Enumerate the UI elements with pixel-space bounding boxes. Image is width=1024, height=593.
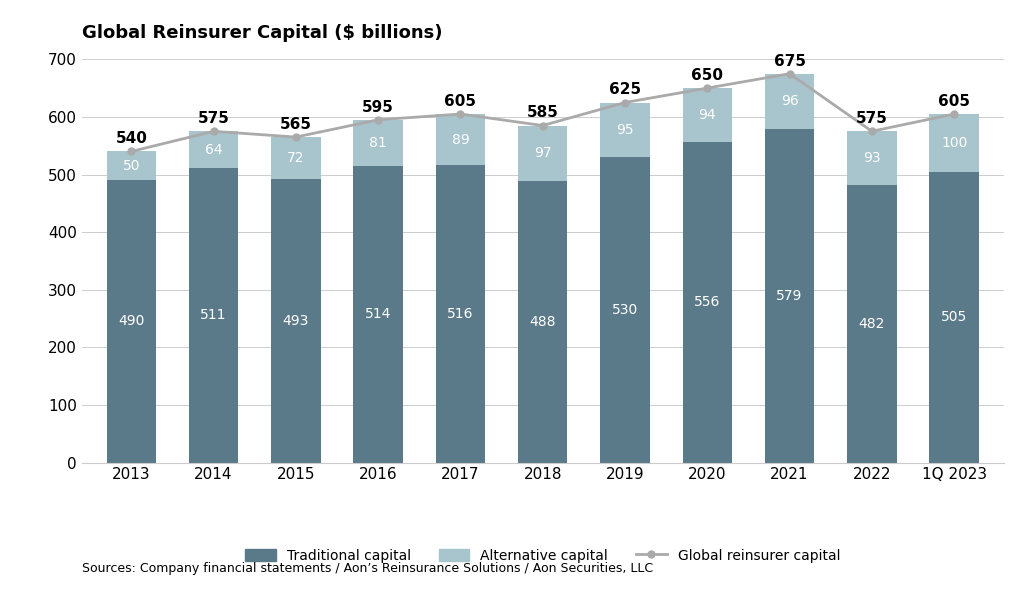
- Text: Global Reinsurer Capital ($ billions): Global Reinsurer Capital ($ billions): [82, 24, 442, 42]
- Text: 585: 585: [526, 106, 559, 120]
- Text: 100: 100: [941, 136, 968, 150]
- Text: 493: 493: [283, 314, 309, 327]
- Text: 488: 488: [529, 315, 556, 329]
- Text: 81: 81: [370, 136, 387, 150]
- Text: 72: 72: [287, 151, 304, 165]
- Bar: [518, 181, 567, 463]
- Text: 50: 50: [123, 159, 140, 173]
- Text: 64: 64: [205, 143, 222, 157]
- Text: 540: 540: [116, 131, 147, 146]
- Bar: [436, 114, 485, 165]
- Text: 605: 605: [938, 94, 970, 109]
- Text: 530: 530: [612, 303, 638, 317]
- Text: 595: 595: [362, 100, 394, 114]
- Bar: [106, 151, 156, 180]
- Bar: [847, 131, 897, 185]
- Bar: [188, 168, 239, 463]
- Bar: [683, 142, 732, 463]
- Text: 556: 556: [694, 295, 721, 310]
- Text: 94: 94: [698, 108, 716, 122]
- Bar: [271, 178, 321, 463]
- Text: 95: 95: [616, 123, 634, 137]
- Bar: [765, 129, 814, 463]
- Legend: Traditional capital, Alternative capital, Global reinsurer capital: Traditional capital, Alternative capital…: [240, 543, 846, 569]
- Text: 96: 96: [780, 94, 799, 109]
- Bar: [353, 120, 402, 167]
- Text: 579: 579: [776, 289, 803, 303]
- Bar: [188, 131, 239, 168]
- Bar: [106, 180, 156, 463]
- Bar: [518, 126, 567, 181]
- Text: 575: 575: [856, 111, 888, 126]
- Text: Sources: Company financial statements / Aon’s Reinsurance Solutions / Aon Securi: Sources: Company financial statements / …: [82, 562, 653, 575]
- Text: 93: 93: [863, 151, 881, 165]
- Bar: [930, 114, 979, 171]
- Bar: [600, 157, 649, 463]
- Bar: [847, 185, 897, 463]
- Bar: [600, 103, 649, 157]
- Bar: [683, 88, 732, 142]
- Text: 490: 490: [118, 314, 144, 329]
- Text: 514: 514: [365, 308, 391, 321]
- Text: 675: 675: [773, 53, 806, 69]
- Text: 511: 511: [201, 308, 227, 323]
- Text: 650: 650: [691, 68, 723, 83]
- Text: 89: 89: [452, 133, 469, 146]
- Text: 505: 505: [941, 310, 968, 324]
- Bar: [930, 171, 979, 463]
- Text: 97: 97: [534, 146, 552, 161]
- Text: 605: 605: [444, 94, 476, 109]
- Bar: [436, 165, 485, 463]
- Bar: [765, 74, 814, 129]
- Text: 516: 516: [447, 307, 474, 321]
- Text: 565: 565: [280, 117, 312, 132]
- Text: 482: 482: [859, 317, 885, 331]
- Text: 625: 625: [609, 82, 641, 97]
- Bar: [271, 137, 321, 178]
- Bar: [353, 167, 402, 463]
- Text: 575: 575: [198, 111, 229, 126]
